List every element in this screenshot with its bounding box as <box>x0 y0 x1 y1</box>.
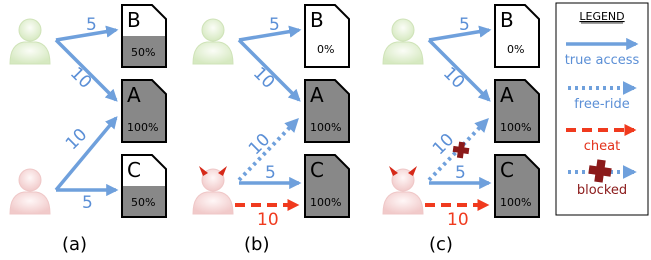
edge-label: 5 <box>269 15 280 35</box>
edge <box>56 118 116 190</box>
panel: 5 10 10 5 10 B 0% A 100% C 100% (b) <box>193 5 349 255</box>
edge-label: 10 <box>447 210 469 230</box>
doc-letter: A <box>127 83 141 107</box>
legend-label: true access <box>565 53 640 68</box>
doc-percent: 100% <box>127 121 158 134</box>
doc-percent: 100% <box>500 121 531 134</box>
doc-percent: 50% <box>131 46 155 59</box>
doc-letter: B <box>310 8 324 32</box>
legend: LEGEND true access free-ride cheat block… <box>556 3 648 215</box>
caption: (b) <box>244 234 269 255</box>
edge-label: 10 <box>245 130 274 159</box>
edge-label: 5 <box>455 163 466 183</box>
edge-label: 10 <box>62 125 91 154</box>
edge-label: 5 <box>86 15 97 35</box>
edge-label: 10 <box>439 63 468 92</box>
doc-letter: B <box>127 8 141 32</box>
legend-label: cheat <box>584 139 620 154</box>
doc-letter: A <box>310 83 324 107</box>
edge-label: 5 <box>265 163 276 183</box>
doc-percent: 100% <box>310 121 341 134</box>
doc-percent: 50% <box>131 196 155 209</box>
panels: 5 10 10 5 B 50% A 100% C 50% (a) 5 <box>10 5 539 255</box>
edge-label: 5 <box>82 193 93 213</box>
doc-percent: 100% <box>310 196 341 209</box>
panel: 5 10 10 5 B 50% A 100% C 50% (a) <box>10 5 166 255</box>
edge-label: 10 <box>66 63 95 92</box>
doc-percent: 0% <box>507 43 524 56</box>
user-icon <box>193 19 233 64</box>
legend-label: free-ride <box>574 97 630 112</box>
diagram: 5 10 10 5 B 50% A 100% C 50% (a) 5 <box>0 0 651 260</box>
doc-letter: C <box>310 158 324 182</box>
edge-label: 10 <box>257 210 279 230</box>
legend-label: blocked <box>577 183 627 198</box>
edge-label: 5 <box>459 15 470 35</box>
edge-label: 10 <box>249 63 278 92</box>
doc-letter: C <box>500 158 514 182</box>
user-icon <box>383 19 423 64</box>
doc-letter: A <box>500 83 514 107</box>
doc-letter: C <box>127 158 141 182</box>
doc-percent: 100% <box>500 196 531 209</box>
user-icon <box>383 169 423 214</box>
user-icon <box>193 169 233 214</box>
caption: (a) <box>62 234 87 255</box>
panel: 5 10 10 5 10 B 0% A 100% C 100% (c) <box>383 5 539 255</box>
user-icon <box>10 19 50 64</box>
doc-percent: 0% <box>317 43 334 56</box>
legend-title: LEGEND <box>579 10 624 23</box>
user-icon <box>10 169 50 214</box>
caption: (c) <box>429 234 453 255</box>
doc-letter: B <box>500 8 514 32</box>
